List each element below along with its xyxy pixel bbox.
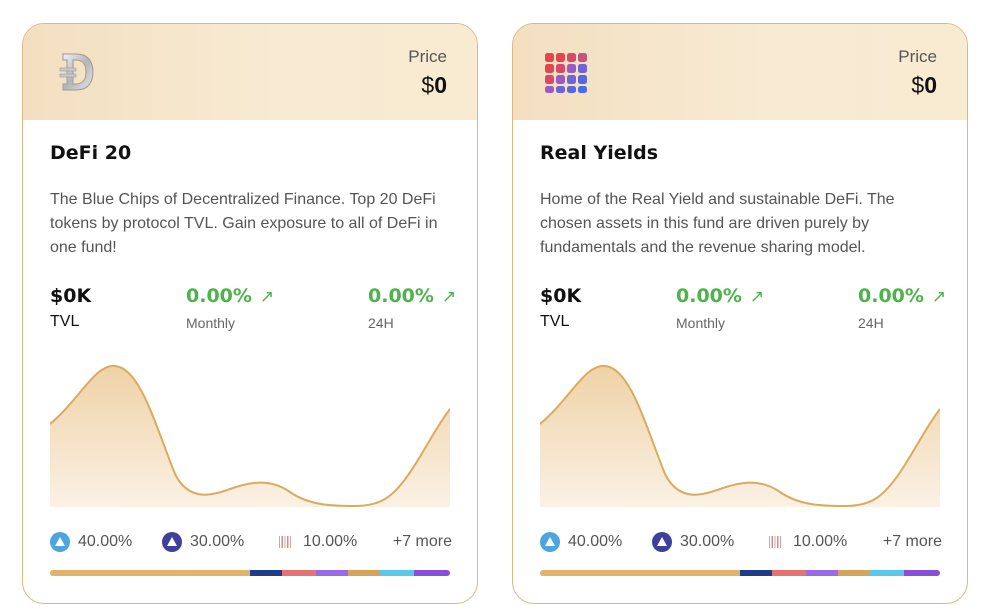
price-value: $0 [911,72,937,98]
allocation-bar-segment [414,570,450,576]
allocation-item: 30.00% [652,529,734,555]
tvl-stat: $0K TVL [50,283,91,332]
monthly-stat: 0.00% ↗ Monthly [676,283,764,333]
day-value: 0.00% ↗ [858,283,946,310]
day-label: 24H [858,315,884,331]
fund-title[interactable]: Real Yields [540,142,659,164]
allocation-bar-segment [250,570,282,576]
arrow-up-right-icon: ↗ [749,287,765,307]
allocation-row: 40.00% 30.00% 10.00% +7 more [50,529,452,555]
card-header: Price $0 [23,24,477,120]
tvl-value: $0K [540,285,582,307]
day-stat: 0.00% ↗ 24H [858,283,946,333]
tvl-value: $0K [50,285,92,307]
allocation-pct: 10.00% [793,533,848,550]
arbitrum-icon [50,532,70,552]
allocation-bar-segment [904,570,940,576]
allocation-bar-segment [316,570,348,576]
allocation-bar-segment [540,570,740,576]
arbitrum-icon [540,532,560,552]
allocation-pct: 40.00% [568,533,623,550]
price-history-chart [49,354,451,509]
price-history-chart [539,354,941,509]
day-stat: 0.00% ↗ 24H [368,283,456,333]
allocation-bar [50,570,450,576]
real-yields-grid-icon [543,48,591,96]
allocation-pct: 10.00% [303,533,358,550]
allocation-item: 30.00% [162,529,244,555]
allocation-bar-segment [806,570,838,576]
arbitrum-dark-icon [162,532,182,552]
price-label: Price [898,47,937,66]
allocation-bar-segment [870,570,904,576]
allocation-item: 40.00% [50,529,132,555]
arbitrum-dark-icon [652,532,672,552]
arrow-up-right-icon: ↗ [259,287,275,307]
allocation-bar [540,570,940,576]
chart-line [539,364,941,508]
day-value: 0.00% ↗ [368,283,456,310]
barcode-token-icon [768,535,782,549]
price-value: $0 [421,72,447,98]
allocation-item: 10.00% [275,529,357,555]
price-label: Price [408,47,447,66]
allocation-bar-segment [380,570,414,576]
price-box: Price $0 [408,46,447,100]
monthly-label: Monthly [676,315,726,331]
fund-card-real-yields[interactable]: Price $0 Real Yields Home of the Real Yi… [512,23,968,604]
monthly-value: 0.00% ↗ [186,283,274,310]
allocation-pct: 40.00% [78,533,133,550]
allocation-bar-segment [740,570,772,576]
allocation-bar-segment [282,570,316,576]
monthly-stat: 0.00% ↗ Monthly [186,283,274,333]
allocation-bar-segment [838,570,870,576]
allocation-item: 10.00% [765,529,847,555]
allocation-bar-segment [348,570,380,576]
allocation-pct: 30.00% [190,533,245,550]
more-allocations-link[interactable]: +7 more [882,533,942,550]
tvl-label: TVL [540,313,570,330]
more-allocations-link[interactable]: +7 more [392,533,452,550]
arrow-up-right-icon: ↗ [441,287,457,307]
allocation-row: 40.00% 30.00% 10.00% +7 more [540,529,942,555]
chart-line [49,364,451,508]
fund-description: Home of the Real Yield and sustainable D… [540,191,895,256]
tvl-stat: $0K TVL [540,283,581,332]
allocation-pct: 30.00% [680,533,735,550]
card-header: Price $0 [513,24,967,120]
monthly-value: 0.00% ↗ [676,283,764,310]
fund-card-defi-20[interactable]: Price $0 DeFi 20 The Blue Chips of Decen… [22,23,478,604]
allocation-bar-segment [50,570,250,576]
fund-title[interactable]: DeFi 20 [50,142,132,164]
chart-area [50,365,450,507]
arrow-up-right-icon: ↗ [931,287,947,307]
defi-d-coin-icon [53,48,101,96]
allocation-bar-segment [772,570,806,576]
chart-area [540,365,940,507]
monthly-label: Monthly [186,315,236,331]
barcode-token-icon [278,535,292,549]
fund-description: The Blue Chips of Decentralized Finance.… [50,191,438,256]
day-label: 24H [368,315,394,331]
allocation-item: 40.00% [540,529,622,555]
price-box: Price $0 [898,46,937,100]
tvl-label: TVL [50,313,80,330]
